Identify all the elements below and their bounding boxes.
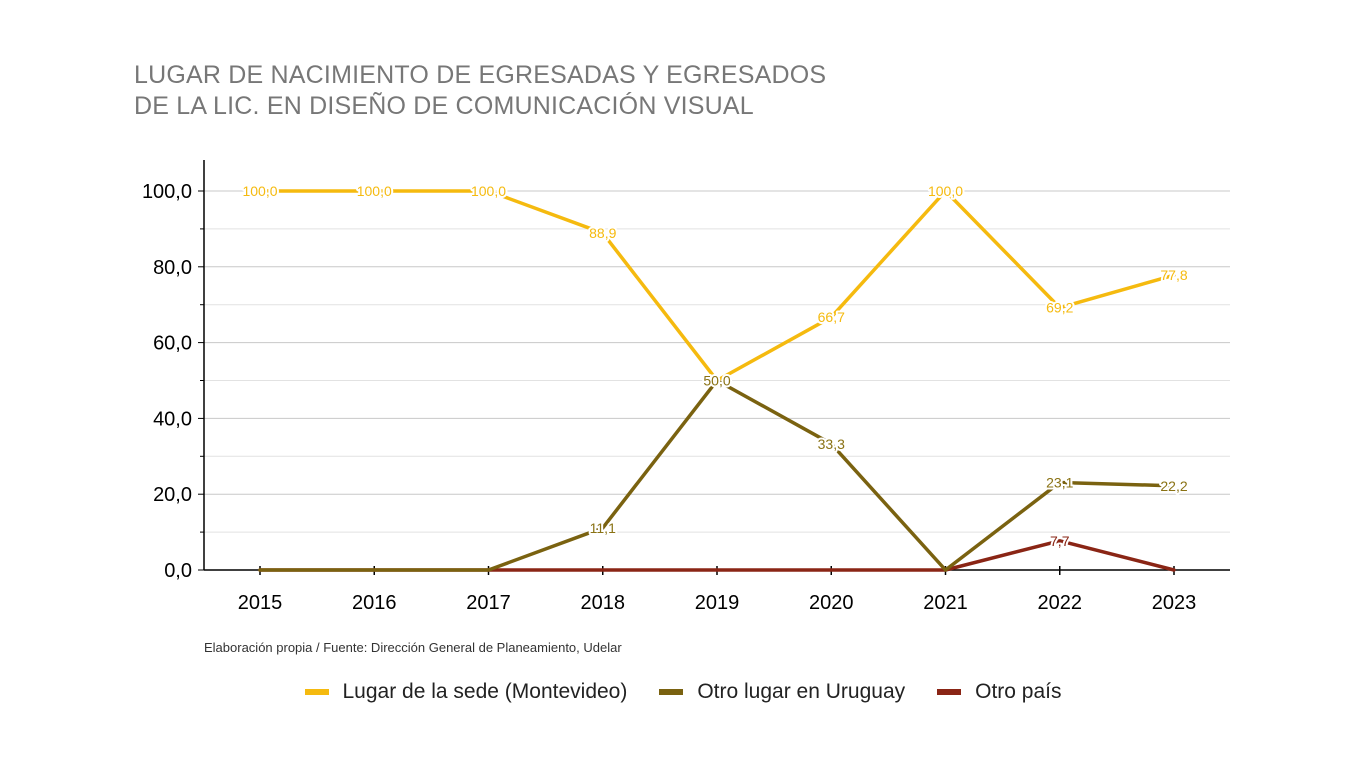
legend-label-otro-pais: Otro país bbox=[975, 680, 1062, 703]
data-label: 11,1 bbox=[590, 520, 616, 536]
y-tick-label: 80,0 bbox=[153, 257, 192, 279]
chart-title: LUGAR DE NACIMIENTO DE EGRESADAS Y EGRES… bbox=[134, 60, 826, 122]
data-label-halo: 77,8 bbox=[1160, 267, 1187, 283]
data-label-halo: 50,0 bbox=[703, 373, 730, 389]
x-tick-label: 2021 bbox=[923, 592, 968, 614]
data-label-halo: 100,0 bbox=[357, 183, 392, 199]
data-label: 7,7 bbox=[1050, 533, 1070, 549]
data-label-halo: 23,1 bbox=[1046, 474, 1073, 490]
legend-swatch-otro-pais bbox=[937, 689, 962, 695]
y-tick-label: 0,0 bbox=[164, 560, 192, 582]
data-label-halo: 88,9 bbox=[589, 225, 616, 241]
legend-item-uruguay: Otro lugar en Uruguay bbox=[659, 680, 905, 704]
data-label: 66,7 bbox=[818, 309, 845, 325]
y-tick-label: 20,0 bbox=[153, 484, 192, 506]
data-label: 88,9 bbox=[589, 225, 616, 241]
x-tick-label: 2022 bbox=[1038, 592, 1083, 614]
data-label: 69,2 bbox=[1046, 300, 1073, 316]
y-tick-label: 40,0 bbox=[153, 408, 192, 430]
line-chart: 0,0 20,0 40,0 60,0 80,0 100,0 2015 2016 2017 2018… bbox=[142, 160, 1230, 614]
data-label-halo: 66,7 bbox=[818, 309, 845, 325]
data-label-halo: 11,1 bbox=[590, 520, 616, 536]
series-line-2 bbox=[258, 539, 1176, 572]
x-tick-label: 2017 bbox=[466, 592, 511, 614]
chart-title-line-2: DE LA LIC. EN DISEÑO DE COMUNICACIÓN VIS… bbox=[134, 92, 754, 120]
x-tick-label: 2015 bbox=[238, 592, 283, 614]
legend-swatch-uruguay bbox=[659, 689, 684, 695]
data-label-halo: 69,2 bbox=[1046, 300, 1073, 316]
data-label: 23,1 bbox=[1046, 474, 1073, 490]
series-line-1 bbox=[258, 378, 1176, 572]
data-label-halo: 33,3 bbox=[818, 436, 845, 452]
data-label-halo: 7,7 bbox=[1050, 533, 1070, 549]
y-tick-label: 100,0 bbox=[142, 181, 192, 203]
data-label-halo: 22,2 bbox=[1160, 478, 1187, 494]
x-tick-label: 2019 bbox=[695, 592, 740, 614]
data-label: 100,0 bbox=[242, 183, 277, 199]
legend: Lugar de la sede (Montevideo) Otro lugar… bbox=[0, 680, 1366, 704]
data-label: 33,3 bbox=[818, 436, 845, 452]
data-label: 100,0 bbox=[928, 183, 963, 199]
legend-item-otro-pais: Otro país bbox=[937, 680, 1062, 704]
y-tick-label: 60,0 bbox=[153, 333, 192, 355]
data-label: 50,0 bbox=[703, 373, 730, 389]
legend-label-montevideo: Lugar de la sede (Montevideo) bbox=[342, 680, 628, 703]
data-label: 77,8 bbox=[1160, 267, 1187, 283]
x-tick-label: 2020 bbox=[809, 592, 854, 614]
data-label-halo: 100,0 bbox=[471, 183, 506, 199]
source-note: Elaboración propia / Fuente: Dirección G… bbox=[204, 640, 622, 655]
data-label-halo: 100,0 bbox=[242, 183, 277, 199]
legend-swatch-montevideo bbox=[304, 689, 329, 695]
x-tick-label: 2016 bbox=[352, 592, 397, 614]
data-label-halo: 100,0 bbox=[928, 183, 963, 199]
x-tick-label: 2018 bbox=[581, 592, 626, 614]
legend-label-uruguay: Otro lugar en Uruguay bbox=[697, 680, 906, 703]
chart-title-line-1: LUGAR DE NACIMIENTO DE EGRESADAS Y EGRES… bbox=[134, 61, 827, 89]
legend-item-montevideo: Lugar de la sede (Montevideo) bbox=[304, 680, 628, 704]
data-label: 22,2 bbox=[1160, 478, 1187, 494]
data-label: 100,0 bbox=[357, 183, 392, 199]
series-line-0 bbox=[258, 189, 1176, 383]
x-tick-label: 2023 bbox=[1152, 592, 1197, 614]
data-label: 100,0 bbox=[471, 183, 506, 199]
